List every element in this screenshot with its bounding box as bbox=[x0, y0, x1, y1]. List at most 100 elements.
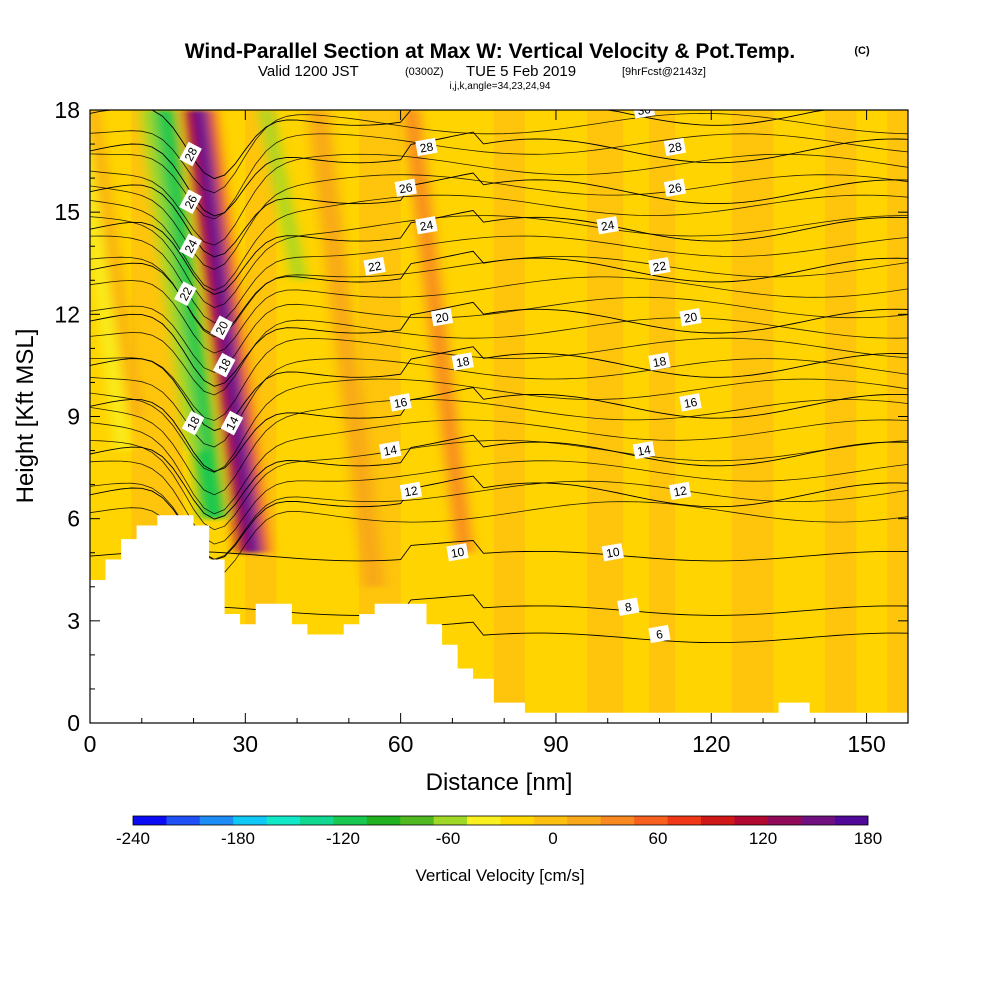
contour-label-bg bbox=[179, 233, 202, 259]
subtitle-forecast: [9hrFcst@2143z] bbox=[622, 66, 706, 78]
contour-label-text: 16 bbox=[683, 395, 699, 411]
colorbar-swatch bbox=[166, 816, 201, 825]
colorbar-swatch bbox=[700, 816, 735, 825]
contour-label: 18 bbox=[181, 410, 205, 436]
y-tick-label: 9 bbox=[67, 404, 80, 430]
colorbar-tick-label: 180 bbox=[854, 829, 882, 848]
theta-contour bbox=[90, 387, 908, 472]
theta-contour-minor bbox=[90, 501, 908, 578]
contour-label-text: 20 bbox=[434, 310, 450, 326]
contour-label-text: 6 bbox=[655, 627, 664, 642]
contour-label: 26 bbox=[663, 178, 687, 197]
y-tick-label: 12 bbox=[54, 301, 80, 327]
colorbar-swatch bbox=[734, 816, 769, 825]
subtitle-date: TUE 5 Feb 2019 bbox=[466, 63, 576, 80]
theta-contour bbox=[90, 210, 908, 295]
theta-contour-minor bbox=[90, 235, 908, 324]
contour-label-text: 18 bbox=[184, 414, 203, 433]
velocity-band bbox=[90, 110, 142, 417]
contour-label: 8 bbox=[617, 597, 640, 616]
theta-contour bbox=[90, 475, 908, 561]
theta-contour-minor bbox=[90, 337, 908, 421]
contour-label-bg bbox=[212, 352, 236, 378]
contour-label-bg bbox=[179, 189, 202, 215]
colorbar-swatch bbox=[801, 816, 835, 825]
contour-label-text: 28 bbox=[182, 145, 201, 164]
contour-label: 6 bbox=[648, 624, 671, 644]
stripe bbox=[825, 110, 857, 723]
contour-label-bg bbox=[679, 308, 702, 327]
x-axis-label: Distance [nm] bbox=[426, 769, 573, 796]
colorbar-swatch bbox=[400, 816, 434, 825]
x-tick-label: 120 bbox=[692, 731, 730, 757]
y-tick-label: 15 bbox=[54, 199, 80, 225]
contour-label-text: 28 bbox=[419, 139, 435, 155]
velocity-band bbox=[207, 110, 270, 553]
contour-label-text: 10 bbox=[605, 545, 621, 561]
theta-contour-minor bbox=[90, 174, 908, 270]
x-tick-label: 150 bbox=[847, 731, 885, 757]
contour-label-bg bbox=[632, 440, 656, 460]
contour-label-text: 10 bbox=[450, 545, 466, 561]
contour-label-text: 24 bbox=[419, 218, 435, 234]
contour-label-bg bbox=[415, 216, 438, 235]
colorbar-swatch bbox=[366, 816, 401, 825]
contour-label: 22 bbox=[174, 281, 197, 307]
contour-label-text: 22 bbox=[367, 259, 383, 275]
contour-label: 18 bbox=[212, 352, 236, 378]
contour-label: 14 bbox=[220, 410, 244, 436]
x-tick-label: 30 bbox=[233, 731, 259, 757]
title-unit: (C) bbox=[854, 45, 870, 57]
theta-contour-minor bbox=[90, 215, 908, 309]
plot-area: 6 8 10 10 12 12 14 14 16 18 18 16 20 20 22 22 24 24 26 26 28… bbox=[90, 102, 908, 723]
contour-label-bg bbox=[394, 178, 417, 197]
contour-label: 12 bbox=[399, 481, 423, 501]
stripe bbox=[649, 110, 676, 723]
velocity-band bbox=[150, 110, 226, 519]
contour-label-bg bbox=[210, 315, 233, 341]
contour-label-bg bbox=[179, 141, 202, 167]
contour-label: 16 bbox=[389, 393, 412, 412]
theta-contour-minor bbox=[90, 419, 908, 515]
theta-contour-minor bbox=[90, 399, 908, 496]
terrain bbox=[90, 515, 908, 723]
colorbar-swatch bbox=[433, 816, 468, 825]
y-tick-label: 3 bbox=[67, 608, 80, 634]
contour-label-text: 16 bbox=[393, 395, 409, 411]
contour-label-bg bbox=[181, 410, 205, 436]
contour-label-text: 24 bbox=[600, 218, 616, 234]
contour-label: 28 bbox=[663, 137, 687, 157]
contour-label: 24 bbox=[415, 216, 438, 235]
colorbar-swatch bbox=[266, 816, 301, 825]
colorbar-tick-label: 0 bbox=[548, 829, 557, 848]
theta-contour-minor bbox=[90, 317, 908, 396]
contour-label: 18 bbox=[451, 352, 474, 371]
colorbar-swatch bbox=[333, 816, 368, 825]
colorbar-swatch bbox=[567, 816, 602, 825]
contour-label-bg bbox=[668, 481, 692, 501]
contour-label-bg bbox=[174, 281, 197, 307]
contour-label: 20 bbox=[430, 308, 454, 327]
contour-label: 26 bbox=[179, 189, 202, 215]
contour-label-text: 26 bbox=[398, 180, 414, 196]
contour-label-bg bbox=[663, 178, 687, 197]
colorbar-swatch bbox=[767, 816, 802, 825]
theta-contours bbox=[90, 110, 908, 644]
contour-label-text: 8 bbox=[624, 600, 633, 615]
theta-contour bbox=[90, 301, 908, 387]
contour-label-text: 14 bbox=[223, 414, 242, 433]
contour-label-text: 24 bbox=[182, 237, 201, 256]
contour-label-bg bbox=[399, 481, 423, 501]
subtitle-indices: i,j,k,angle=34,23,24,94 bbox=[450, 81, 551, 92]
contour-label-text: 30 bbox=[636, 102, 652, 118]
colorbar-frame bbox=[132, 815, 869, 826]
contour-label: 14 bbox=[632, 440, 656, 460]
theta-contour-minor bbox=[90, 112, 908, 194]
contour-label: 18 bbox=[648, 352, 671, 371]
colorbar-swatch bbox=[133, 816, 167, 825]
velocity-band bbox=[259, 110, 307, 281]
contour-label: 12 bbox=[668, 481, 692, 501]
contour-label-text: 12 bbox=[672, 483, 688, 499]
theta-contour bbox=[90, 594, 908, 616]
contour-label: 20 bbox=[210, 315, 233, 341]
